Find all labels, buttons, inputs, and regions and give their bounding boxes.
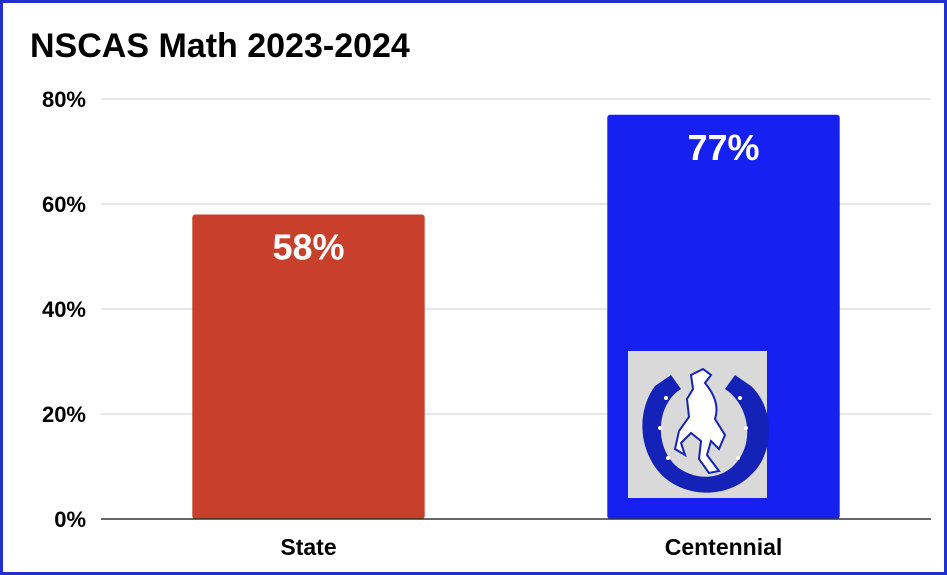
data-label-state: 58% [272, 227, 344, 268]
y-tick-label: 0% [54, 507, 86, 532]
y-axis-ticks: 0% 20% 40% 60% 80% [42, 87, 86, 532]
y-tick-label: 60% [42, 192, 86, 217]
data-label-centennial: 77% [687, 127, 759, 168]
bar-chart: NSCAS Math 2023-2024 0% 20% 40% 60% 80% 58% 7… [30, 27, 931, 560]
horseshoe-shape [642, 375, 769, 493]
bar-state [192, 214, 425, 519]
x-tick-label-centennial: Centennial [665, 534, 783, 560]
y-tick-label: 20% [42, 402, 86, 427]
y-tick-label: 80% [42, 87, 86, 112]
bronco-horse-shape [673, 367, 727, 475]
x-axis-labels: State Centennial [280, 534, 782, 560]
horseshoe-bronco-logo-icon [628, 351, 769, 498]
chart-title: NSCAS Math 2023-2024 [30, 27, 410, 65]
y-tick-label: 40% [42, 297, 86, 322]
horseshoe-nail-holes [658, 396, 748, 460]
x-tick-label-state: State [280, 534, 336, 560]
